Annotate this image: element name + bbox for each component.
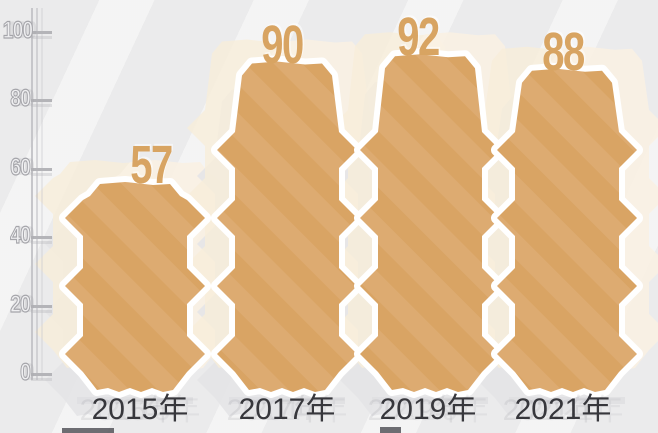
y-axis-tick [31,236,52,240]
bar-value-label: 57 [130,134,173,195]
x-category-label: 2021年 [514,393,612,426]
y-tick-label: 0 [20,359,32,386]
bar[interactable] [354,48,506,398]
y-tick-label: 80 [10,85,32,113]
ghost-artifact [380,427,401,433]
y-axis-line [31,8,33,380]
bar[interactable] [491,62,643,399]
y-axis-tick [31,31,52,34]
bar-shadow-strip [77,397,193,404]
bar-shadow-strip [372,397,488,404]
bar-value-label: 90 [261,14,304,75]
y-axis-tick [31,167,52,171]
y-tick-label: 100 [2,17,33,44]
ghost-artifact [62,428,114,433]
y-axis-tick [31,99,52,103]
y-tick-label: 20 [10,290,32,318]
bar[interactable] [211,55,363,398]
x-category-label: 2015年 [91,393,189,426]
y-tick-label: 60 [10,153,32,181]
bar-value-label: 88 [542,21,585,82]
y-axis-tick [31,304,52,308]
bar-shadow-strip [509,397,625,404]
y-axis-tick [31,373,52,376]
bar-shadow-strip [229,397,345,404]
bar[interactable] [59,175,211,398]
y-tick-label: 40 [10,222,32,250]
x-category-label: 2019年 [379,393,477,426]
x-category-label: 2017年 [238,393,336,426]
bar-value-label: 92 [397,7,440,68]
